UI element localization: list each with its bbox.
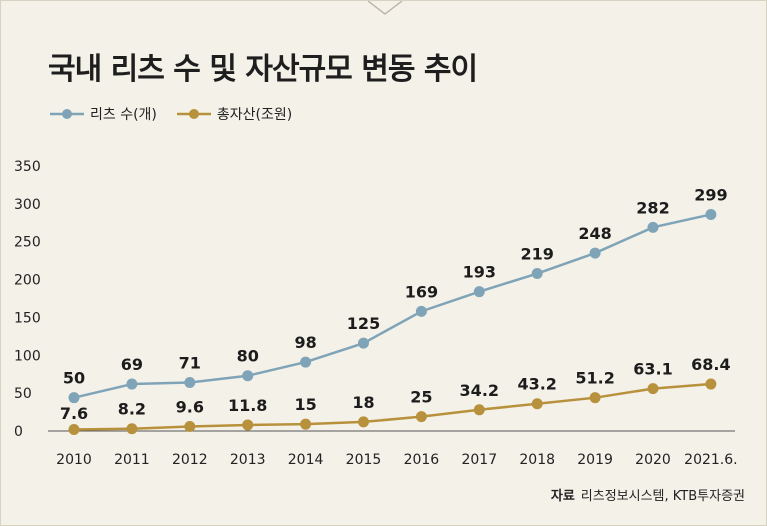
data-label-assets: 11.8: [228, 396, 267, 415]
data-point-count: [126, 378, 138, 390]
x-tick-label: 2021.6.: [684, 452, 737, 468]
series-line-assets: [73, 382, 711, 431]
x-tick-label: 2019: [577, 452, 613, 468]
data-point-assets: [589, 392, 601, 404]
data-point-count: [184, 377, 196, 389]
notch-icon: [367, 1, 403, 15]
source-label: 자료: [550, 489, 575, 504]
data-label-count: 299: [694, 185, 727, 204]
x-tick-label: 2012: [172, 452, 208, 468]
x-tick-label: 2016: [404, 452, 440, 468]
data-label-assets: 68.4: [691, 355, 730, 374]
data-label-count: 169: [405, 282, 438, 301]
x-tick-label: 2011: [114, 452, 150, 468]
data-point-assets: [300, 418, 312, 430]
chart-legend: 리츠 수(개) 총자산(조원): [50, 104, 312, 124]
data-point-count: [242, 370, 254, 382]
data-label-assets: 43.2: [517, 375, 556, 394]
data-point-assets: [126, 423, 138, 435]
data-label-assets: 63.1: [633, 360, 672, 379]
y-tick-label: 0: [14, 424, 23, 440]
y-tick-label: 50: [14, 386, 32, 402]
data-point-count: [358, 337, 369, 349]
x-tick-label: 2015: [346, 452, 382, 468]
y-tick-label: 300: [14, 197, 41, 213]
data-point-count: [473, 286, 485, 298]
y-tick-label: 250: [14, 235, 41, 251]
data-label-assets: 51.2: [575, 369, 614, 388]
data-point-assets: [531, 398, 543, 410]
data-label-count: 50: [63, 369, 85, 388]
data-point-count: [68, 392, 80, 404]
source-text: 리츠정보시스템, KTB투자증권: [580, 489, 745, 504]
data-point-assets: [473, 404, 485, 416]
legend-marker-count: [50, 109, 84, 119]
data-point-assets: [358, 416, 369, 428]
data-label-count: 125: [347, 314, 380, 333]
data-label-assets: 7.6: [60, 404, 88, 423]
data-point-count: [647, 221, 659, 233]
y-tick-label: 350: [14, 159, 41, 175]
data-label-count: 282: [636, 198, 669, 217]
series-line-count: [73, 213, 712, 399]
source-note: 자료 리츠정보시스템, KTB투자증권: [551, 485, 745, 504]
chart-title: 국내 리츠 수 및 자산규모 변동 추이: [48, 52, 478, 87]
data-label-count: 71: [179, 354, 201, 373]
legend-item-assets: 총자산(조원): [176, 104, 293, 124]
y-tick-label: 150: [14, 310, 41, 326]
data-label-count: 98: [294, 333, 316, 352]
data-point-assets: [415, 411, 427, 423]
data-point-assets: [705, 378, 717, 390]
data-point-count: [589, 247, 601, 259]
data-label-count: 219: [520, 245, 553, 264]
data-label-count: 193: [463, 263, 496, 282]
data-label-assets: 34.2: [460, 381, 499, 400]
y-tick-label: 100: [14, 348, 41, 364]
data-point-assets: [242, 419, 254, 431]
data-point-assets: [647, 383, 659, 395]
data-label-assets: 15: [294, 395, 316, 414]
legend-label-count: 리츠 수(개): [90, 107, 157, 123]
data-label-assets: 9.6: [176, 397, 204, 416]
x-tick-label: 2017: [461, 452, 497, 468]
data-point-count: [531, 268, 543, 280]
x-tick-label: 2014: [288, 452, 324, 468]
x-tick-label: 2018: [519, 452, 555, 468]
data-label-count: 80: [237, 347, 259, 366]
legend-marker-assets: [176, 109, 211, 119]
data-label-assets: 25: [410, 388, 432, 407]
data-label-count: 248: [578, 224, 611, 243]
data-point-count: [415, 305, 427, 317]
x-tick-label: 2010: [56, 452, 92, 468]
x-tick-label: 2020: [635, 452, 671, 468]
data-label-count: 69: [121, 355, 143, 374]
legend-item-count: 리츠 수(개): [50, 104, 157, 124]
data-label-assets: 8.2: [118, 400, 146, 419]
x-tick-label: 2013: [230, 452, 266, 468]
data-point-count: [300, 356, 312, 368]
data-label-assets: 18: [352, 393, 374, 412]
legend-label-assets: 총자산(조원): [216, 107, 293, 123]
data-point-count: [705, 208, 717, 220]
data-point-assets: [184, 420, 196, 432]
y-tick-label: 200: [14, 273, 41, 289]
data-point-assets: [68, 423, 80, 435]
